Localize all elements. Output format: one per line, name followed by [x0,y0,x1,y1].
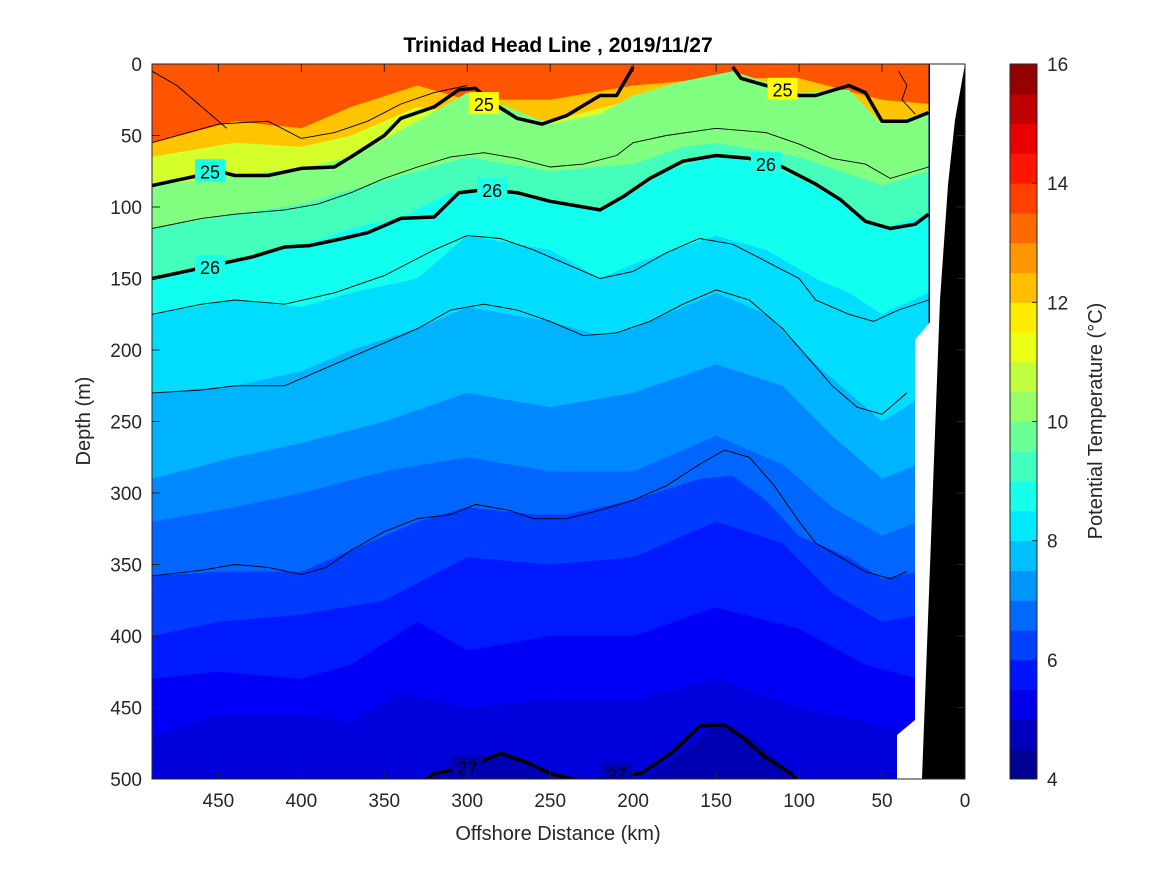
contour-label-bg [750,152,781,175]
colorbar-block [1010,540,1037,571]
thin-contour-2 [152,235,929,322]
contour-label-bg [468,92,499,115]
colorbar-block [1010,123,1037,154]
colorbar-block [1010,93,1037,125]
y-tick-label: 450 [110,699,142,720]
contour-label-bg [195,159,226,182]
contour-label-bg [452,755,483,778]
thin-contour-0 [152,85,468,144]
colorbar-tick-label: 12 [1047,293,1068,314]
thin-contour-1 [152,127,929,229]
contour-label-26: 26 [200,258,220,278]
contour-label-27: 27 [607,766,627,786]
contour-labels: 25 25 25 26 26 26 27 27 [195,77,798,786]
plot-area: 25 25 25 26 26 26 27 27 [152,64,965,786]
contour-label-bg [601,762,632,779]
y-tick-label: 50 [121,127,142,148]
contour-label-25: 25 [772,81,792,101]
colorbar-block [1010,689,1037,720]
x-tick-label: 50 [871,791,892,812]
colorbar-tick-label: 16 [1047,55,1068,76]
contour-line-26-2 [152,153,930,281]
contour-label-27: 27 [457,759,477,779]
colorbar-block [1010,153,1037,184]
seafloor-bathymetry [922,64,965,779]
colorbar-block [1010,183,1037,214]
colorbar-ticks: 4 6 8 10 12 14 16 [1032,55,1069,791]
y-tick-label: 250 [110,413,142,434]
thin-contour-6 [898,70,916,115]
colorbar-block [1010,302,1037,333]
contour-label-26: 26 [756,155,776,175]
contour-label-25: 25 [200,162,220,182]
y-tick-label: 100 [110,198,142,219]
temperature-fill-14 [428,724,800,779]
y-tick-label: 0 [131,55,142,76]
thin-contour-5 [152,70,227,129]
contour-label-25: 25 [474,95,494,115]
temperature-fill-layers [152,64,929,779]
colorbar: 4 6 8 10 12 14 16 Potential Temperature (°C) [1009,55,1107,791]
colorbar-block [1010,242,1037,274]
contour-line-25-1 [731,65,930,123]
y-tick-label: 400 [110,627,142,648]
contour-label-26: 26 [482,181,502,201]
x-tick-label: 400 [285,791,317,812]
thin-contour-3 [152,289,908,415]
x-tick-label: 200 [617,791,649,812]
contour-line-25-0 [152,66,635,188]
contour-label-bg [767,77,798,100]
colorbar-block [1010,332,1037,363]
y-tick-label: 300 [110,484,142,505]
x-axis: 450 400 350 300 250 200 150 100 50 0 [203,64,971,812]
x-tick-label: 450 [203,791,235,812]
contour-label-bg [195,255,226,278]
colorbar-tick-label: 6 [1047,651,1058,672]
colorbar-block [1010,481,1037,512]
thin-contour-4 [152,449,908,580]
colorbar-label: Potential Temperature (°C) [1085,303,1107,540]
colorbar-block [1010,719,1037,750]
colorbar-block [1010,451,1037,482]
colorbar-block [1010,272,1037,303]
colorbar-block [1010,659,1037,691]
y-tick-label: 500 [110,770,142,791]
colorbar-block [1010,630,1037,661]
colorbar-block [1010,421,1037,452]
colorbar-block [1010,749,1037,780]
x-tick-label: 100 [783,791,815,812]
colorbar-tick-label: 14 [1047,174,1069,195]
colorbar-block [1010,600,1037,631]
isopycnal-thin-contours [152,70,929,580]
colorbar-block [1010,64,1037,95]
colorbar-block [1010,212,1037,244]
y-tick-label: 200 [110,341,142,362]
colorbar-block [1010,510,1037,542]
x-axis-label: Offshore Distance (km) [455,823,660,845]
colorbar-block [1010,361,1037,393]
x-tick-label: 350 [368,791,400,812]
colorbar-block [1010,391,1037,422]
colorbar-tick-label: 10 [1047,413,1068,434]
y-tick-label: 150 [110,270,142,291]
x-tick-label: 0 [960,791,971,812]
colorbar-tick-label: 8 [1047,532,1058,553]
y-axis-label: Depth (m) [73,377,95,466]
x-tick-label: 250 [534,791,566,812]
x-tick-label: 300 [451,791,483,812]
y-axis: 0 50 100 150 200 250 300 350 400 450 500 [110,55,965,791]
y-tick-label: 350 [110,556,142,577]
colorbar-block [1010,570,1037,601]
x-tick-label: 150 [700,791,732,812]
colorbar-tick-label: 4 [1047,770,1058,791]
colorbar-blocks [1010,64,1037,780]
chart-title: Trinidad Head Line , 2019/11/27 [403,34,712,57]
contour-label-bg [477,177,508,200]
